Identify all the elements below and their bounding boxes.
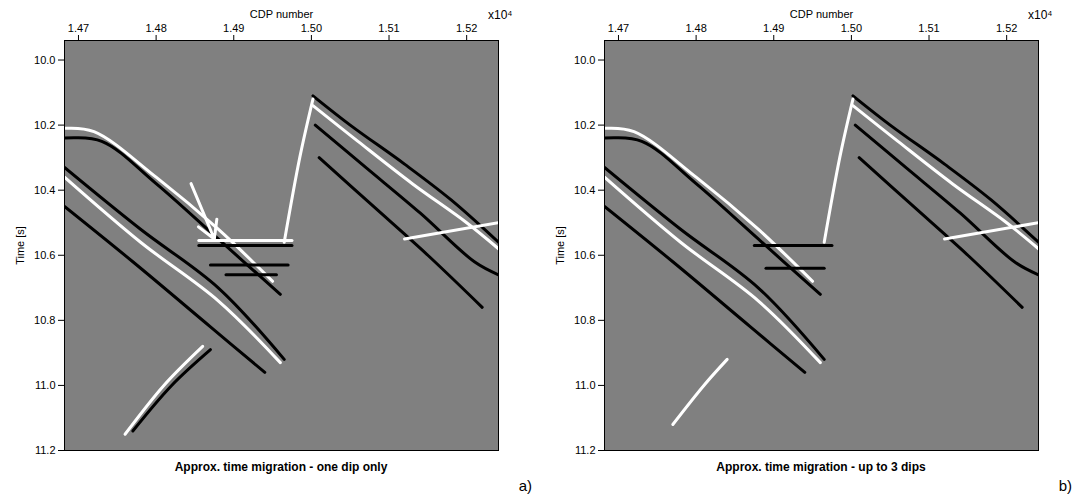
svg-text:10.6: 10.6 <box>34 249 55 261</box>
svg-text:x10⁴: x10⁴ <box>1028 8 1053 22</box>
svg-text:11.0: 11.0 <box>35 379 56 391</box>
svg-text:11.2: 11.2 <box>575 444 596 456</box>
svg-text:1.48: 1.48 <box>685 22 706 34</box>
svg-text:Time [s]: Time [s] <box>554 226 566 265</box>
html-text:Approx. time migration - one d: Approx. time migration - one dip only <box>174 460 388 474</box>
svg-text:1.51: 1.51 <box>918 22 939 34</box>
svg-text:1.50: 1.50 <box>841 22 862 34</box>
svg-text:CDP number: CDP number <box>250 8 314 20</box>
svg-text:11.2: 11.2 <box>35 444 56 456</box>
svg-text:10.8: 10.8 <box>34 314 55 326</box>
html-text:Approx. time migration - up to: Approx. time migration - up to 3 dips <box>716 460 926 474</box>
svg-text:1.47: 1.47 <box>68 22 89 34</box>
svg-text:x10⁴: x10⁴ <box>488 8 513 22</box>
svg-text:1.51: 1.51 <box>378 22 399 34</box>
html-text:b): b) <box>1058 477 1072 494</box>
html-text:a): a) <box>518 477 532 494</box>
svg-text:Time [s]: Time [s] <box>14 226 26 265</box>
svg-text:11.0: 11.0 <box>575 379 596 391</box>
svg-text:1.48: 1.48 <box>145 22 166 34</box>
svg-text:10.8: 10.8 <box>574 314 595 326</box>
svg-text:10.6: 10.6 <box>574 249 595 261</box>
svg-text:1.50: 1.50 <box>301 22 322 34</box>
svg-text:10.0: 10.0 <box>34 54 55 66</box>
svg-text:1.49: 1.49 <box>763 22 784 34</box>
svg-text:10.4: 10.4 <box>34 184 55 196</box>
svg-text:1.52: 1.52 <box>996 22 1017 34</box>
svg-text:10.2: 10.2 <box>574 119 595 131</box>
svg-text:10.4: 10.4 <box>574 184 595 196</box>
svg-text:10.2: 10.2 <box>34 119 55 131</box>
svg-text:1.52: 1.52 <box>456 22 477 34</box>
svg-text:10.0: 10.0 <box>574 54 595 66</box>
svg-text:1.47: 1.47 <box>608 22 629 34</box>
svg-text:CDP number: CDP number <box>790 8 854 20</box>
svg-text:1.49: 1.49 <box>223 22 244 34</box>
